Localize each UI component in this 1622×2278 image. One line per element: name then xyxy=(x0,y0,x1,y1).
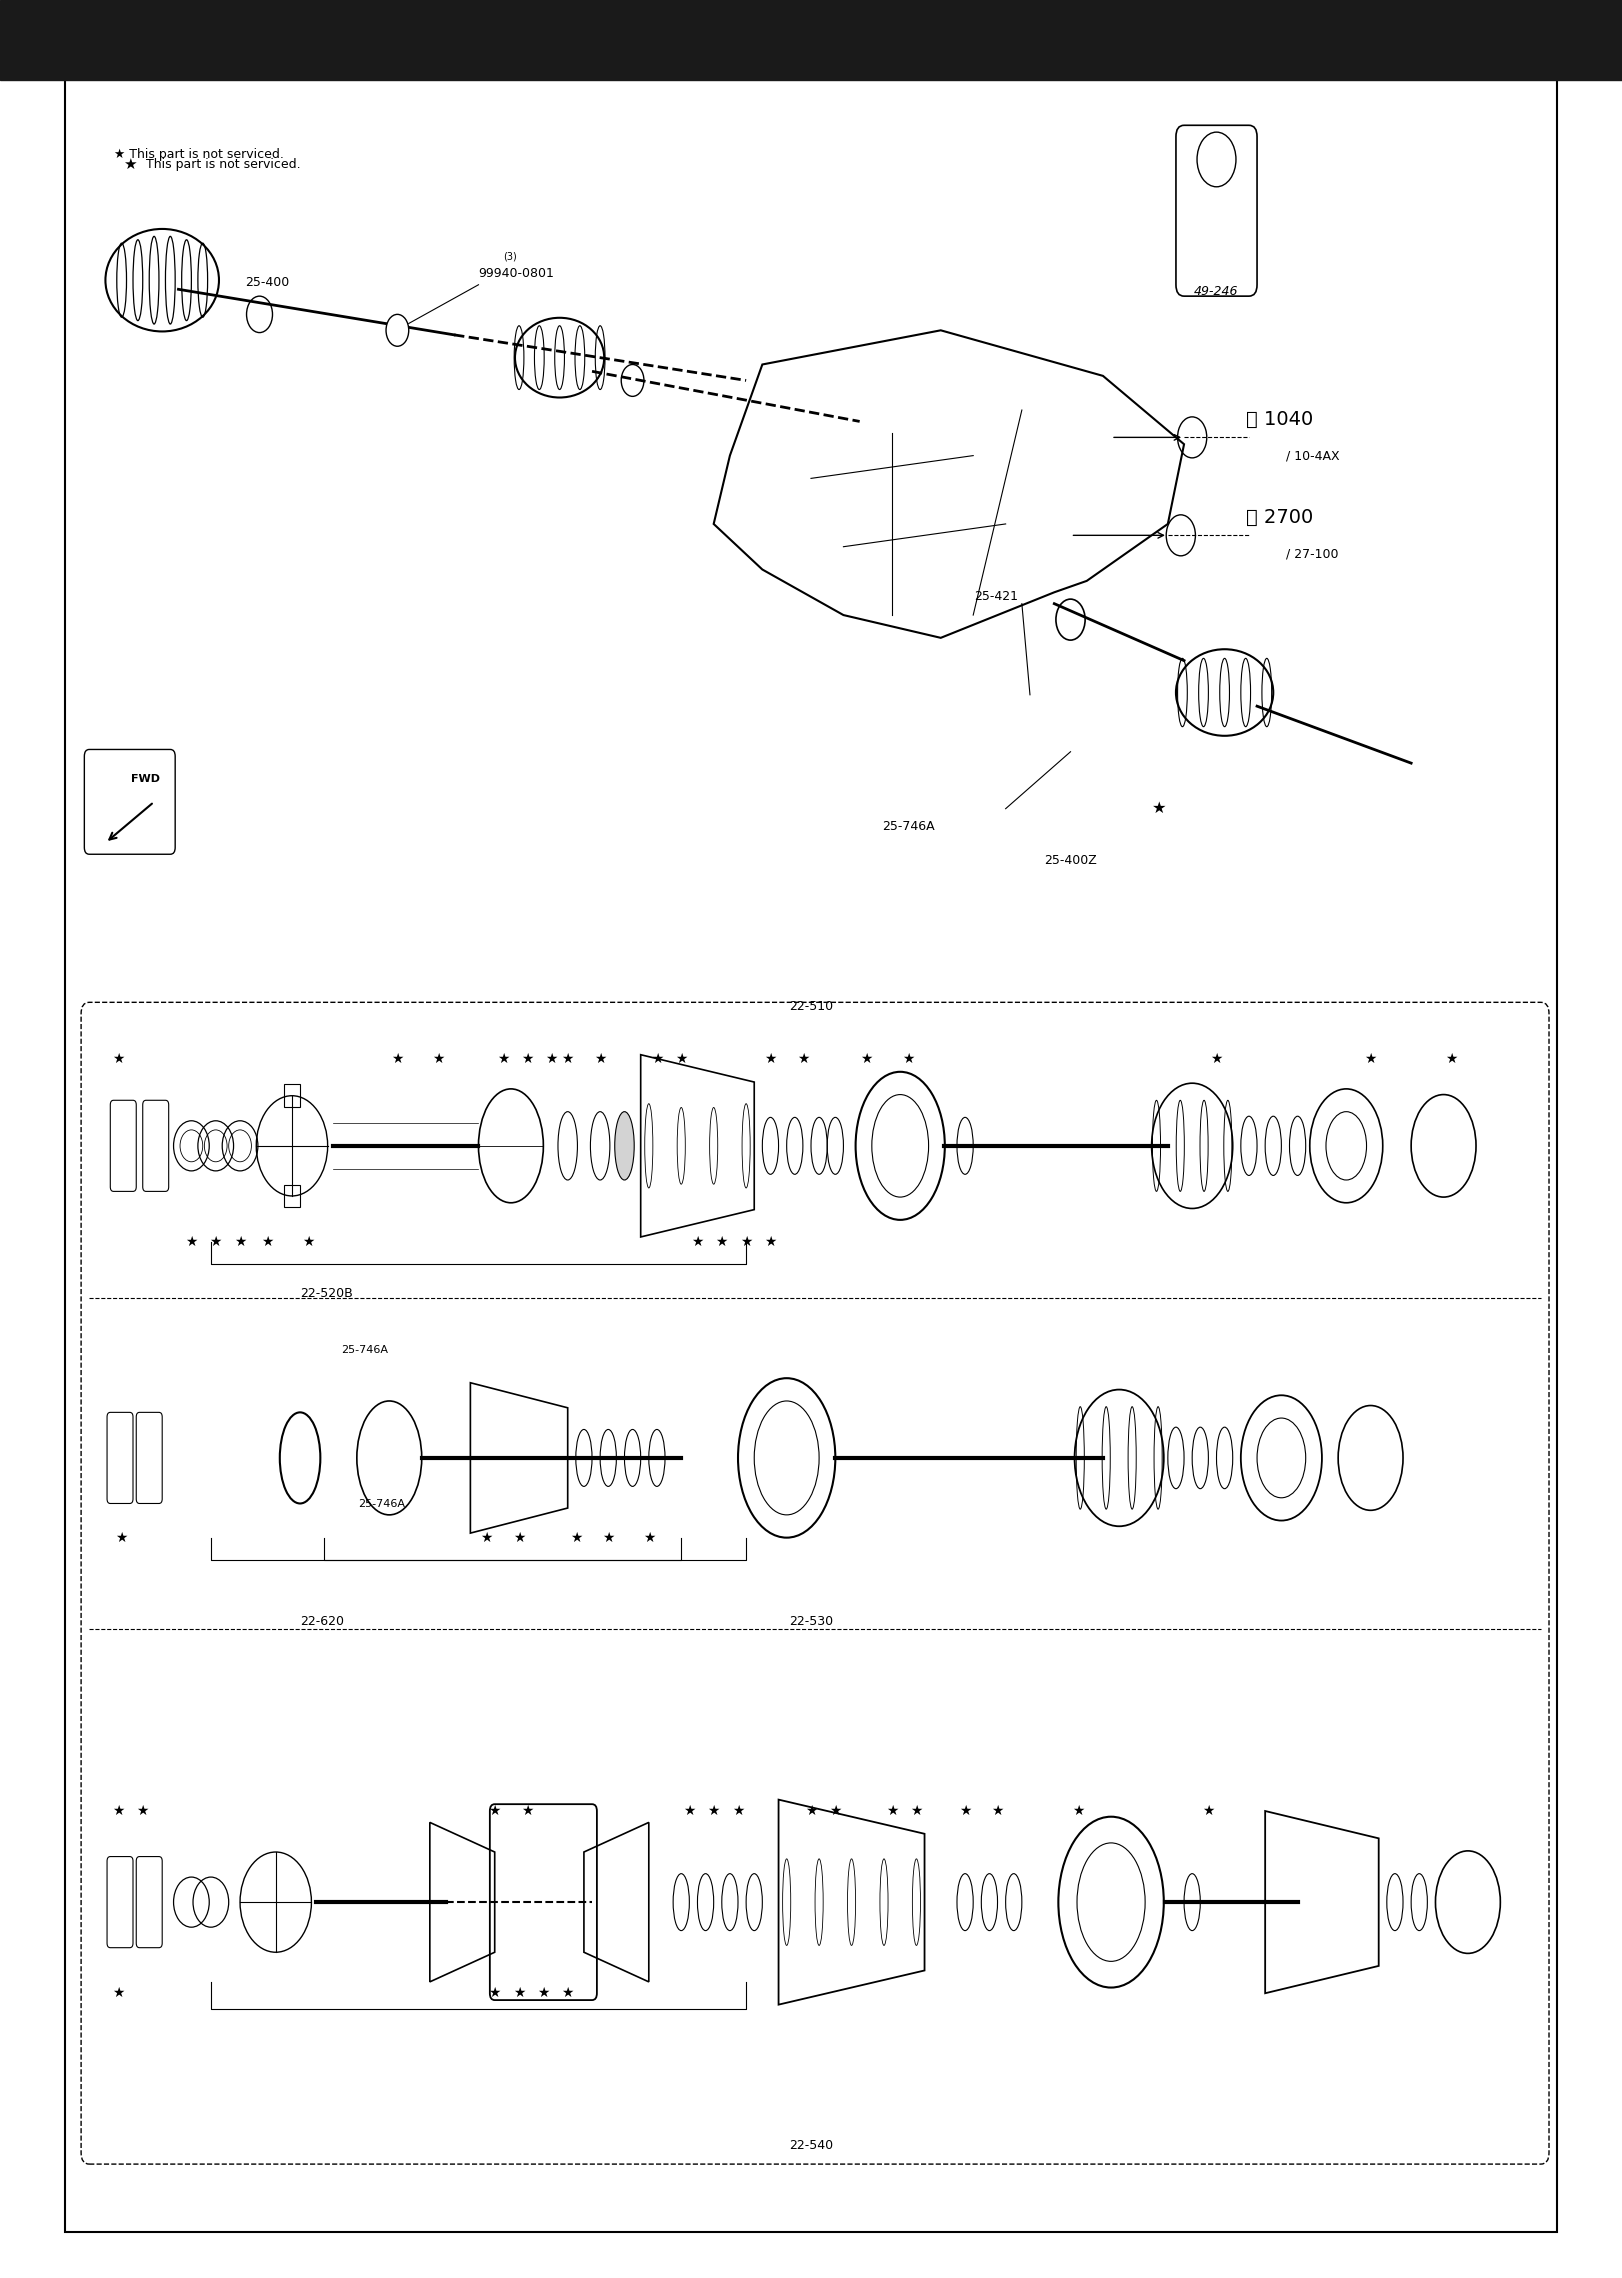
Text: ★: ★ xyxy=(115,1531,128,1544)
Text: ★: ★ xyxy=(829,1804,842,1818)
Text: 25-746A: 25-746A xyxy=(358,1499,404,1508)
Text: 22-510: 22-510 xyxy=(788,1000,834,1014)
Text: ★: ★ xyxy=(594,1052,607,1066)
Text: ★: ★ xyxy=(1445,1052,1458,1066)
Text: ★: ★ xyxy=(715,1235,728,1248)
Text: ★: ★ xyxy=(561,1052,574,1066)
Text: ★: ★ xyxy=(691,1235,704,1248)
Text: ★: ★ xyxy=(488,1804,501,1818)
Text: ★: ★ xyxy=(561,1986,574,2000)
Text: 22-530: 22-530 xyxy=(788,1615,834,1629)
Text: ★: ★ xyxy=(796,1052,809,1066)
Text: ★: ★ xyxy=(1210,1052,1223,1066)
Text: ★: ★ xyxy=(209,1235,222,1248)
Text: ★: ★ xyxy=(764,1052,777,1066)
Text: ★: ★ xyxy=(910,1804,923,1818)
Text: ★: ★ xyxy=(234,1235,247,1248)
Text: This part is not serviced.: This part is not serviced. xyxy=(146,157,300,171)
Text: ★: ★ xyxy=(764,1235,777,1248)
Text: ★: ★ xyxy=(650,1052,663,1066)
Text: ★: ★ xyxy=(707,1804,720,1818)
Text: ★: ★ xyxy=(675,1052,688,1066)
Text: ★: ★ xyxy=(860,1052,873,1066)
Text: 22-620: 22-620 xyxy=(300,1615,344,1629)
Text: ★: ★ xyxy=(261,1235,274,1248)
Circle shape xyxy=(386,314,409,346)
Text: ★: ★ xyxy=(521,1804,534,1818)
Text: ★: ★ xyxy=(112,1804,125,1818)
Text: ★: ★ xyxy=(959,1804,972,1818)
Text: ★: ★ xyxy=(602,1531,615,1544)
Text: ★: ★ xyxy=(886,1804,899,1818)
Text: ★: ★ xyxy=(123,157,136,171)
Text: 49-246: 49-246 xyxy=(1194,285,1239,298)
Bar xyxy=(0,0,1622,80)
Text: ★: ★ xyxy=(112,1986,125,2000)
Text: FWD: FWD xyxy=(131,775,161,784)
Text: ★: ★ xyxy=(1072,1804,1085,1818)
Text: ★: ★ xyxy=(431,1052,444,1066)
Text: 🔧 1040: 🔧 1040 xyxy=(1246,410,1312,428)
Text: ★: ★ xyxy=(991,1804,1004,1818)
Text: ★: ★ xyxy=(683,1804,696,1818)
Text: ★: ★ xyxy=(488,1986,501,2000)
Bar xyxy=(284,1084,300,1107)
Bar xyxy=(284,1185,300,1207)
Text: ★: ★ xyxy=(136,1804,149,1818)
Text: ★: ★ xyxy=(545,1052,558,1066)
Text: 25-421: 25-421 xyxy=(975,590,1019,604)
Text: ★: ★ xyxy=(902,1052,915,1066)
Text: ★: ★ xyxy=(642,1531,655,1544)
Text: (3): (3) xyxy=(503,253,516,262)
Text: / 27-100: / 27-100 xyxy=(1286,547,1338,560)
Text: ★: ★ xyxy=(805,1804,817,1818)
Text: ★ This part is not serviced.: ★ This part is not serviced. xyxy=(114,148,284,162)
Text: 25-746A: 25-746A xyxy=(342,1346,388,1355)
Text: 22-520B: 22-520B xyxy=(300,1287,354,1301)
Text: 🔧 2700: 🔧 2700 xyxy=(1246,508,1312,526)
Text: ★: ★ xyxy=(740,1235,753,1248)
Text: ★: ★ xyxy=(513,1531,526,1544)
Text: ★: ★ xyxy=(732,1804,744,1818)
Text: ★: ★ xyxy=(112,1052,125,1066)
Text: 99940-0801: 99940-0801 xyxy=(478,267,555,280)
Text: ★: ★ xyxy=(480,1531,493,1544)
Text: ★: ★ xyxy=(496,1052,509,1066)
Text: 22-540: 22-540 xyxy=(788,2139,834,2153)
Text: ★: ★ xyxy=(185,1235,198,1248)
Text: 25-400Z: 25-400Z xyxy=(1045,854,1096,868)
Text: ★: ★ xyxy=(391,1052,404,1066)
Text: ★: ★ xyxy=(521,1052,534,1066)
Text: ★: ★ xyxy=(537,1986,550,2000)
Text: 25-746A: 25-746A xyxy=(882,820,934,834)
Ellipse shape xyxy=(615,1112,634,1180)
Text: ★: ★ xyxy=(569,1531,582,1544)
Text: ★: ★ xyxy=(1202,1804,1215,1818)
Text: ★: ★ xyxy=(1152,802,1168,816)
Text: / 10-4AX: / 10-4AX xyxy=(1286,449,1340,462)
Text: ★: ★ xyxy=(513,1986,526,2000)
Text: ★: ★ xyxy=(1364,1052,1377,1066)
Text: 25-400: 25-400 xyxy=(245,276,290,289)
Text: ★: ★ xyxy=(302,1235,315,1248)
